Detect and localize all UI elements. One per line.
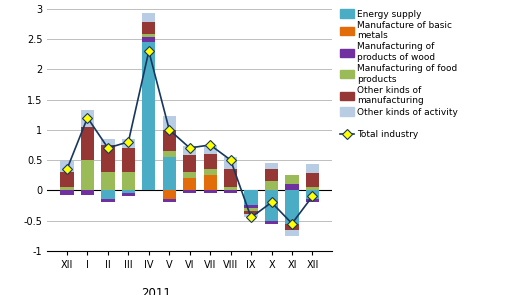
Bar <box>163 117 176 130</box>
Bar <box>285 184 299 190</box>
Bar <box>245 208 258 212</box>
Bar <box>224 169 237 187</box>
Bar <box>183 155 197 172</box>
Bar <box>203 169 217 175</box>
Bar <box>61 161 74 172</box>
Bar <box>203 175 217 190</box>
Bar <box>61 190 74 194</box>
Bar <box>265 190 278 221</box>
Bar <box>61 172 74 187</box>
Bar <box>142 37 155 42</box>
Bar <box>306 187 319 190</box>
Bar <box>265 169 278 181</box>
Bar <box>142 13 155 22</box>
Bar <box>265 221 278 224</box>
Bar <box>183 146 197 155</box>
Bar <box>183 172 197 178</box>
Text: 2011: 2011 <box>141 287 171 295</box>
Bar <box>122 148 135 172</box>
Bar <box>142 42 155 190</box>
Bar <box>122 172 135 190</box>
Bar <box>306 199 319 202</box>
Bar <box>101 199 114 202</box>
Bar <box>163 157 176 190</box>
Bar <box>163 151 176 157</box>
Bar <box>101 190 114 199</box>
Bar <box>245 214 258 217</box>
Bar <box>142 22 155 34</box>
Bar <box>81 110 94 127</box>
Bar <box>285 175 299 184</box>
Bar <box>265 181 278 190</box>
Bar <box>224 157 237 169</box>
Bar <box>163 190 176 199</box>
Bar <box>81 190 94 194</box>
Bar <box>285 190 299 224</box>
Bar <box>306 164 319 173</box>
Bar <box>265 163 278 169</box>
Bar <box>101 139 114 145</box>
Bar <box>183 190 197 193</box>
Bar <box>81 160 94 190</box>
Bar <box>306 173 319 187</box>
Bar <box>122 193 135 196</box>
Bar <box>101 145 114 172</box>
Bar <box>306 190 319 199</box>
Bar <box>245 205 258 208</box>
Bar <box>245 190 258 205</box>
Bar <box>224 187 237 190</box>
Bar <box>224 190 237 193</box>
Bar <box>101 172 114 190</box>
Bar <box>122 190 135 193</box>
Bar <box>81 127 94 160</box>
Bar <box>61 187 74 190</box>
Bar <box>163 130 176 151</box>
Bar <box>163 199 176 202</box>
Bar <box>183 178 197 190</box>
Bar <box>203 145 217 154</box>
Bar <box>203 190 217 193</box>
Bar <box>122 139 135 148</box>
Bar <box>245 212 258 214</box>
Legend: Energy supply, Manufacture of basic
metals, Manufacturing of
products of wood, M: Energy supply, Manufacture of basic meta… <box>339 9 459 140</box>
Bar <box>285 230 299 236</box>
Bar <box>142 34 155 37</box>
Bar <box>203 154 217 169</box>
Bar <box>285 224 299 230</box>
